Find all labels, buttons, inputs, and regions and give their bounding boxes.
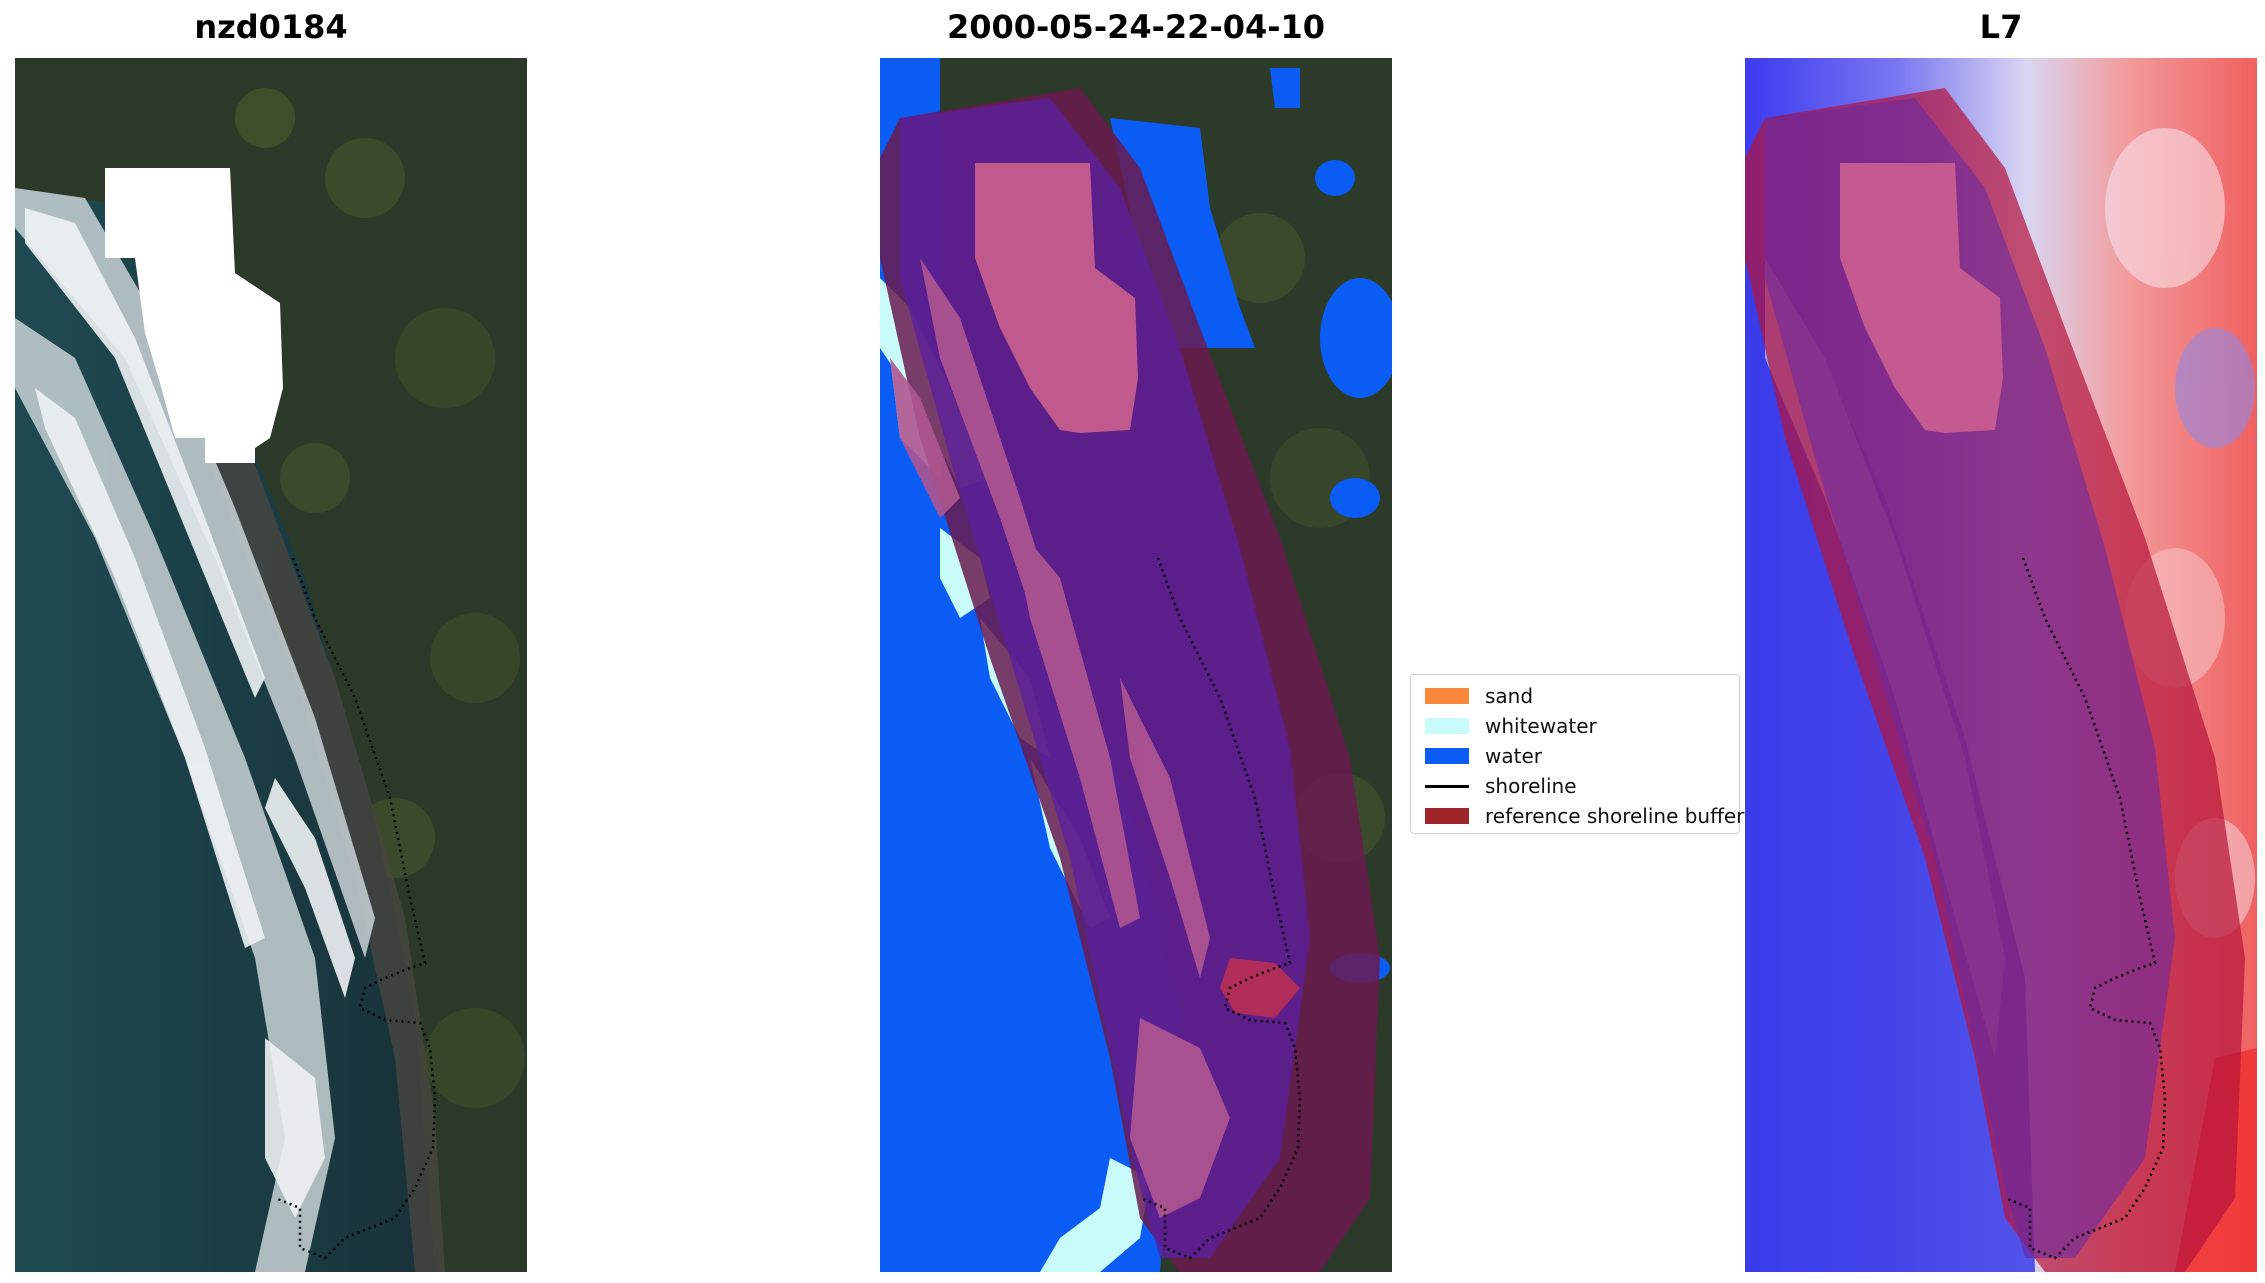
- panel-title-classified: 2000-05-24-22-04-10: [946, 8, 1326, 46]
- legend-label-whitewater: whitewater: [1485, 714, 1597, 738]
- legend-item-shoreline: shoreline: [1419, 773, 1749, 799]
- legend-label-water: water: [1485, 744, 1542, 768]
- legend-item-sand: sand: [1419, 683, 1749, 709]
- index-image-panel: [1745, 58, 2257, 1272]
- legend-label-sand: sand: [1485, 684, 1534, 708]
- legend-label-buffer: reference shoreline buffer: [1485, 804, 1745, 828]
- legend-item-whitewater: whitewater: [1419, 713, 1749, 739]
- panel-title-index: L7: [1979, 8, 2023, 46]
- legend: sand whitewater water shoreline referenc…: [1410, 674, 1744, 834]
- legend-line-shoreline: [1425, 785, 1469, 788]
- index-image: [1745, 58, 2257, 1272]
- legend-swatch-water: [1425, 748, 1469, 764]
- legend-swatch-whitewater: [1425, 718, 1469, 734]
- classified-image: [880, 58, 1392, 1272]
- legend-swatch-sand: [1425, 688, 1469, 704]
- legend-label-shoreline: shoreline: [1485, 774, 1577, 798]
- classified-image-panel: [880, 58, 1392, 1272]
- rgb-image: [15, 58, 527, 1272]
- legend-item-water: water: [1419, 743, 1749, 769]
- legend-swatch-buffer: [1425, 808, 1469, 824]
- legend-item-buffer: reference shoreline buffer: [1419, 803, 1749, 829]
- panel-title-rgb: nzd0184: [194, 8, 348, 46]
- rgb-image-panel: [15, 58, 527, 1272]
